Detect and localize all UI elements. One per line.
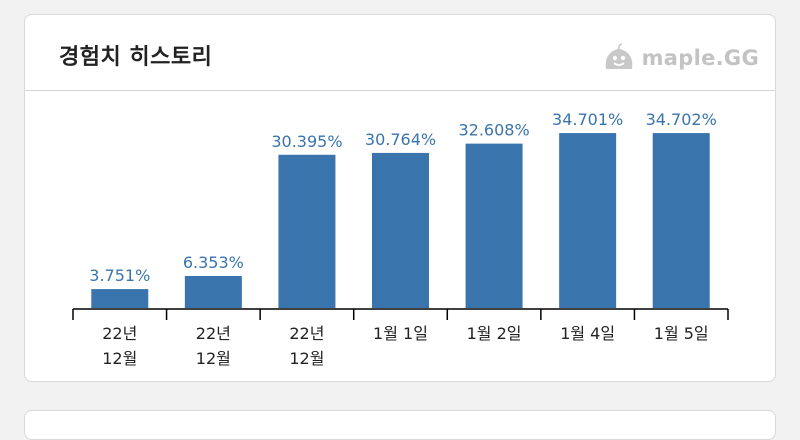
next-card [24, 410, 776, 440]
x-tick-label-1: 22년 [196, 324, 231, 343]
bar-6 [652, 133, 710, 308]
data-label-6: 34.702% [646, 110, 717, 129]
data-label-3: 30.764% [365, 130, 436, 149]
slime-mascot-icon [605, 43, 632, 69]
x-tick-label-4: 1월 2일 [467, 324, 522, 343]
brand-name: maple.GG [641, 46, 759, 70]
exp-bar-chart: 3.751% 22년 12월 6.353% 22년 12월 30.395% 22년 12월 30.… [72, 110, 729, 368]
bar-1 [184, 275, 242, 308]
bar-3 [372, 152, 429, 308]
data-label-4: 32.608% [458, 121, 529, 140]
data-label-1: 6.353% [183, 253, 244, 272]
x-tick-label-2: 22년 [289, 324, 324, 343]
brand-logo: maple.GG [602, 43, 759, 73]
exp-history-card: 경험치 히스토리 maple.GG 3.751% 22년 12월 6.353% 22년 1… [24, 14, 776, 382]
data-label-2: 30.395% [271, 132, 342, 151]
x-tick-label-0: 22년 [102, 324, 137, 343]
x-tick-label-1: 12월 [196, 349, 231, 368]
x-tick-label-0: 12월 [102, 349, 137, 368]
data-label-0: 3.751% [89, 266, 150, 285]
data-label-5: 34.701% [552, 110, 623, 129]
card-title: 경험치 히스토리 [59, 45, 213, 70]
card-header: 경험치 히스토리 maple.GG [25, 15, 775, 91]
x-tick-label-6: 1월 5일 [654, 324, 709, 343]
bar-5 [559, 133, 617, 308]
bar-4 [465, 143, 523, 308]
bar-2 [278, 154, 336, 308]
x-tick-label-5: 1월 4일 [560, 324, 615, 343]
x-tick-label-3: 1월 1일 [373, 324, 428, 343]
x-tick-label-2: 12월 [289, 349, 324, 368]
bar-0 [91, 289, 149, 308]
